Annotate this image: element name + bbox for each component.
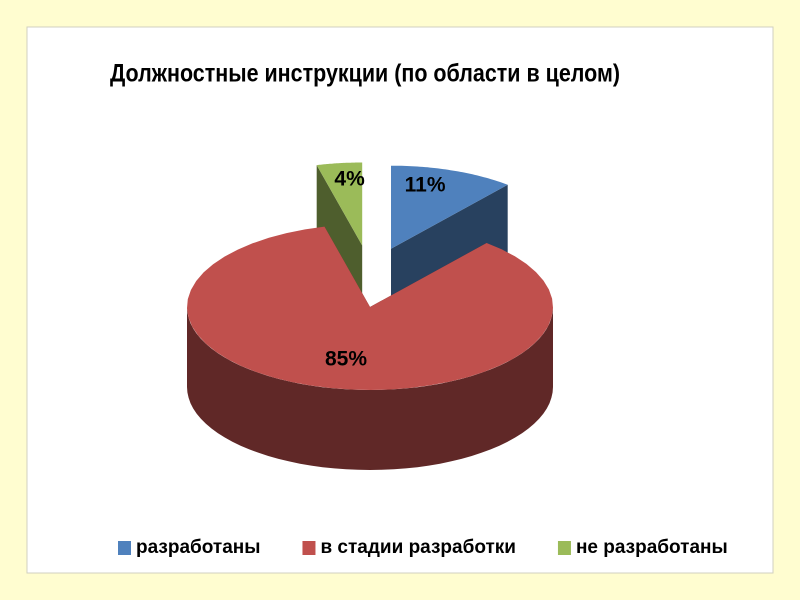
legend-swatch: [118, 541, 131, 555]
legend-label: в стадии разработки: [320, 537, 515, 558]
chart-title: Должностные инструкции (по области в цел…: [110, 60, 620, 88]
data-label: 85%: [325, 348, 367, 371]
data-label: 11%: [405, 173, 446, 196]
legend-label: не разработаны: [576, 537, 728, 558]
legend-swatch: [557, 541, 571, 555]
data-label: 4%: [334, 168, 365, 191]
slice: [187, 226, 553, 390]
slice-wall: [187, 307, 553, 470]
legend-label: разработаны: [136, 537, 260, 558]
slice: [391, 165, 508, 249]
legend-swatch: [302, 541, 316, 555]
slice: [316, 162, 363, 246]
